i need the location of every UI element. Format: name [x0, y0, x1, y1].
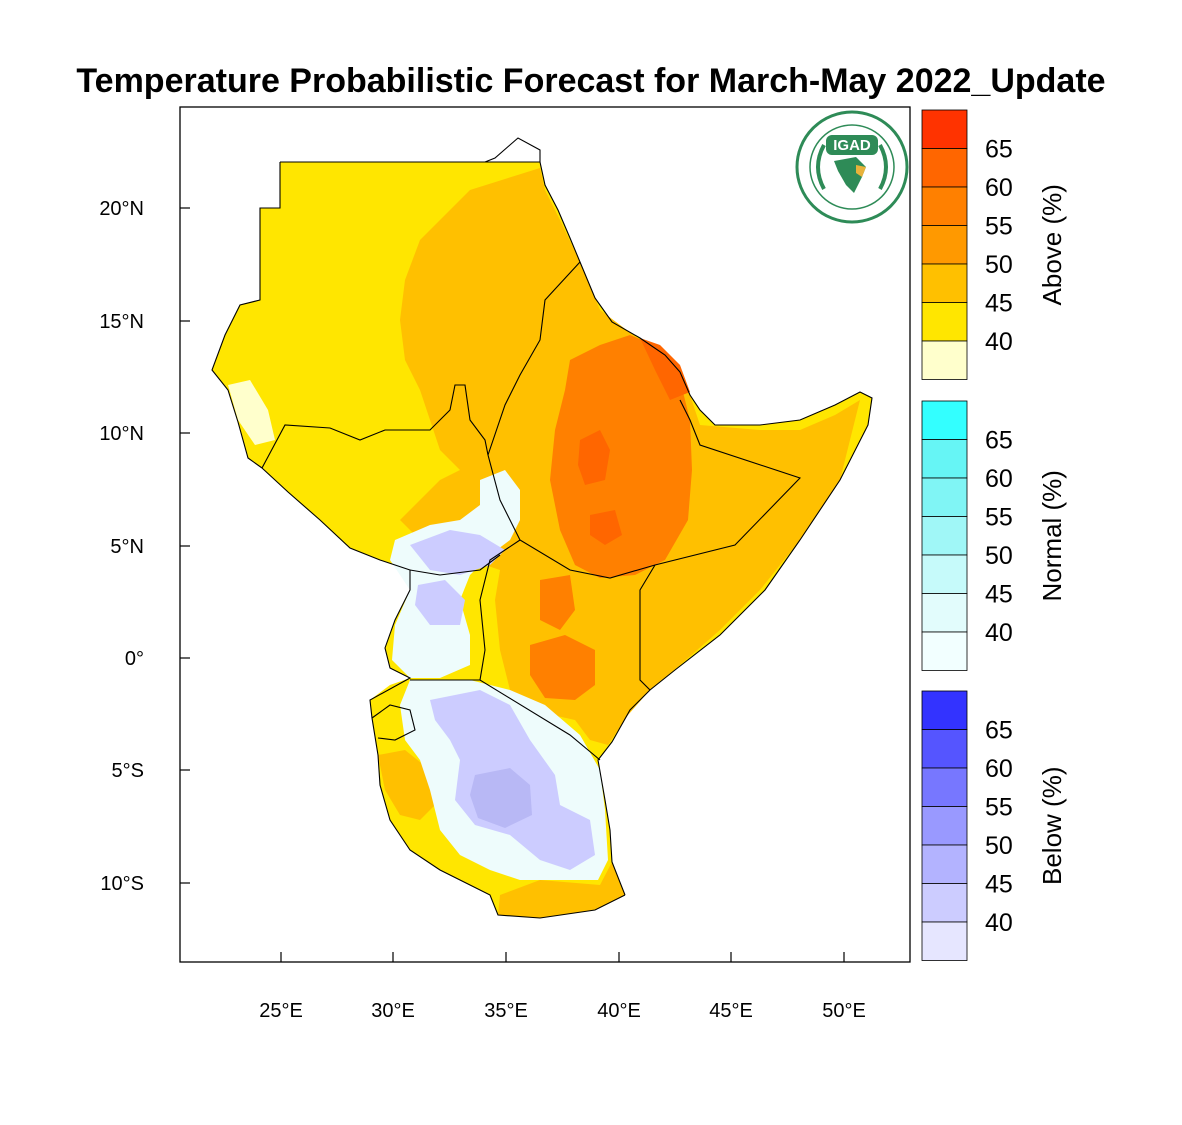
colorbar-title: Below (%) [1037, 767, 1067, 885]
chart-title: Temperature Probabilistic Forecast for M… [76, 62, 1106, 100]
colorbars: 65 60 55 50 45 40 Above (%) 65 60 55 50 45 40 Normal … [921, 109, 1067, 961]
colorbar-label: 50 [985, 832, 1013, 860]
colorbar-swatch [921, 631, 968, 671]
colorbar-swatch [921, 767, 968, 807]
colorbar-swatch [921, 921, 968, 961]
colorbar-title: Above (%) [1037, 184, 1067, 305]
lat-tick-label: 5°S [112, 760, 144, 782]
colorbar-label: 60 [985, 174, 1013, 202]
colorbar-label: 60 [985, 755, 1013, 783]
colorbar-swatch [921, 439, 968, 479]
colorbar-swatch [921, 225, 968, 265]
lat-tick-label: 10°N [99, 423, 144, 445]
lat-tick-label: 20°N [99, 198, 144, 220]
colorbar-label: 65 [985, 717, 1013, 745]
above-60-zone [578, 430, 610, 485]
colorbar-swatch [921, 186, 968, 226]
colorbar-swatch [921, 844, 968, 884]
below-45-zone [410, 530, 505, 575]
border-tz-north [410, 679, 601, 761]
lon-tick-label: 30°E [371, 1000, 415, 1022]
colorbar-0: 65 60 55 50 45 40 Above (%) [921, 109, 1067, 380]
lon-tick-label: 25°E [259, 1000, 303, 1022]
border-sudan-southsudan [261, 384, 489, 469]
colorbar-swatch [921, 593, 968, 633]
colorbar-swatch [921, 883, 968, 923]
axis-ticks [180, 207, 845, 962]
colorbar-title: Normal (%) [1037, 470, 1067, 601]
lat-tick-label: 10°S [100, 873, 144, 895]
colorbar-swatch [921, 302, 968, 342]
border-sudan-chad [211, 162, 281, 469]
lat-tick-label: 15°N [99, 311, 144, 333]
colorbar-1: 65 60 55 50 45 40 Normal (%) [921, 400, 1067, 671]
above-55-zone-kenya [540, 575, 575, 630]
above-55-zone [550, 335, 692, 578]
forecast-fields [212, 162, 872, 918]
border-kenya-somalia [639, 564, 656, 691]
lon-tick-label: 45°E [709, 1000, 753, 1022]
below-50-zone [470, 768, 532, 828]
border-ethiopia-west [487, 261, 581, 456]
colorbar-label: 40 [985, 909, 1013, 937]
lon-tick-label: 50°E [822, 1000, 866, 1022]
igad-logo-icon: IGAD [795, 110, 909, 224]
colorbar-label: 60 [985, 465, 1013, 493]
colorbar-label: 55 [985, 504, 1013, 532]
colorbar-label: 45 [985, 290, 1013, 318]
above-55-zone-kenya2 [530, 635, 595, 700]
colorbar-label: 45 [985, 581, 1013, 609]
igad-logo-text: IGAD [833, 137, 871, 154]
colorbar-swatch [921, 263, 968, 303]
axis-tick-labels: 25°E 30°E 35°E 40°E 45°E 50°E 20°N 15°N 10°N 5°N 0… [99, 198, 865, 1022]
lat-tick-label: 0° [125, 648, 144, 670]
colorbar-label: 40 [985, 328, 1013, 356]
colorbar-label: 45 [985, 871, 1013, 899]
colorbar-label: 40 [985, 619, 1013, 647]
colorbar-swatch [921, 729, 968, 769]
colorbar-2: 65 60 55 50 45 40 Below (%) [921, 690, 1067, 961]
colorbar-swatch [921, 806, 968, 846]
colorbar-label: 65 [985, 136, 1013, 164]
colorbar-label: 50 [985, 542, 1013, 570]
colorbar-swatch [921, 109, 968, 149]
border-rwanda-burundi [371, 704, 416, 741]
colorbar-label: 55 [985, 794, 1013, 822]
colorbar-swatch [921, 554, 968, 594]
colorbar-swatch [921, 148, 968, 188]
above-60-zone-3 [640, 338, 690, 400]
lat-tick-label: 5°N [110, 536, 144, 558]
coastline [484, 137, 873, 896]
country-borders [211, 137, 873, 919]
colorbar-label: 55 [985, 213, 1013, 241]
colorbar-swatch [921, 340, 968, 380]
below-45-zone-2 [415, 580, 465, 625]
colorbar-swatch [921, 477, 968, 517]
border-uganda-south [409, 554, 501, 576]
lon-tick-label: 40°E [597, 1000, 641, 1022]
colorbar-swatch [921, 400, 968, 440]
above-60-zone-2 [590, 510, 622, 545]
colorbar-swatch [921, 690, 968, 730]
above-40-light-zone [228, 380, 275, 445]
border-uganda-kenya [479, 539, 521, 681]
colorbar-label: 65 [985, 427, 1013, 455]
colorbar-label: 50 [985, 251, 1013, 279]
lon-tick-label: 35°E [484, 1000, 528, 1022]
border-southsudan-car [261, 467, 626, 919]
colorbar-swatch [921, 516, 968, 556]
above-45-zone-se [498, 862, 625, 918]
